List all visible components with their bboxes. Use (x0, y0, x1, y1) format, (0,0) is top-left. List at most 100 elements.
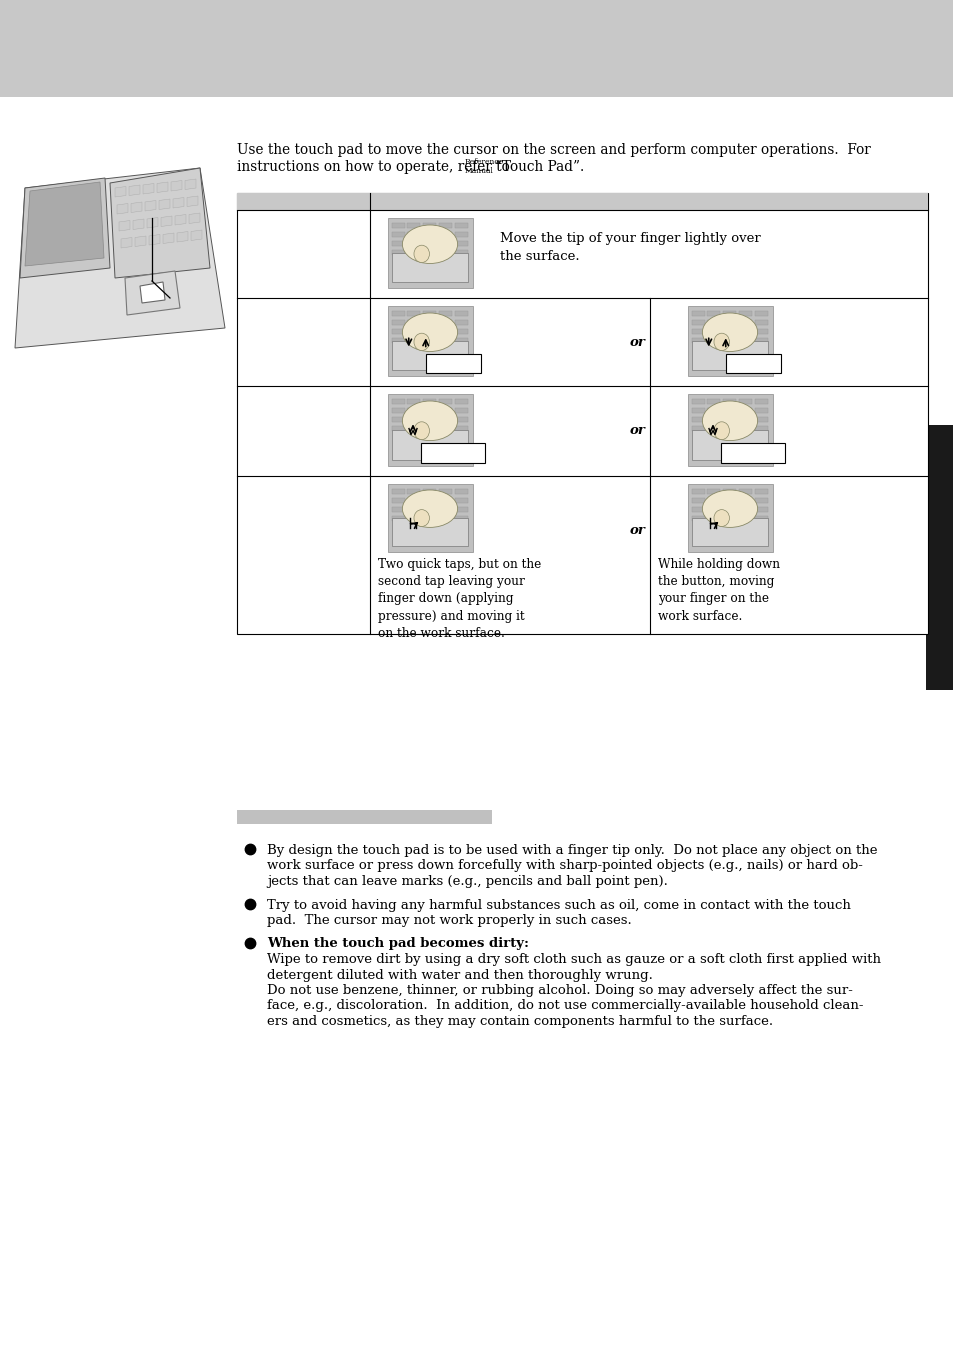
Bar (754, 489, 767, 494)
Bar (706, 320, 720, 326)
Bar (388, 305, 473, 376)
Bar (455, 223, 468, 228)
Bar (691, 399, 704, 404)
Bar (407, 338, 419, 343)
Text: Try to avoid having any harmful substances such as oil, come in contact with the: Try to avoid having any harmful substanc… (267, 898, 850, 912)
Bar (722, 330, 735, 334)
Bar (691, 311, 704, 316)
Bar (739, 516, 751, 521)
Bar (407, 330, 419, 334)
Bar (754, 417, 767, 422)
Ellipse shape (414, 509, 429, 527)
Bar (392, 426, 405, 431)
Polygon shape (135, 236, 146, 246)
Bar (722, 311, 735, 316)
Bar (422, 489, 436, 494)
Text: the surface.: the surface. (499, 250, 579, 263)
Bar (739, 338, 751, 343)
Ellipse shape (713, 422, 729, 439)
Polygon shape (115, 186, 126, 197)
Bar (422, 499, 436, 503)
Bar (392, 240, 405, 246)
Bar (407, 250, 419, 255)
Bar (725, 354, 781, 373)
Polygon shape (119, 220, 130, 231)
Bar (392, 507, 405, 512)
Bar (438, 507, 452, 512)
Bar (438, 426, 452, 431)
Bar (407, 499, 419, 503)
Polygon shape (177, 231, 188, 242)
Bar (691, 320, 704, 326)
Bar (392, 320, 405, 326)
Ellipse shape (414, 422, 429, 439)
Bar (422, 426, 436, 431)
Bar (754, 516, 767, 521)
Text: jects that can leave marks (e.g., pencils and ball point pen).: jects that can leave marks (e.g., pencil… (267, 875, 667, 888)
Bar (687, 394, 772, 466)
Text: Move the tip of your finger lightly over: Move the tip of your finger lightly over (499, 232, 760, 245)
Text: Do not use benzene, thinner, or rubbing alcohol. Doing so may adversely affect t: Do not use benzene, thinner, or rubbing … (267, 984, 852, 997)
Bar (691, 516, 704, 521)
Bar (691, 499, 704, 503)
Bar (392, 223, 405, 228)
Ellipse shape (402, 226, 457, 263)
Polygon shape (143, 184, 153, 195)
Bar (422, 320, 436, 326)
Text: instructions on how to operate, refer to: instructions on how to operate, refer to (236, 159, 509, 174)
Bar (754, 399, 767, 404)
Polygon shape (117, 204, 128, 213)
Polygon shape (132, 219, 144, 230)
Ellipse shape (402, 490, 457, 527)
Bar (438, 417, 452, 422)
Bar (691, 330, 704, 334)
Bar (455, 338, 468, 343)
Bar (691, 426, 704, 431)
Bar (407, 516, 419, 521)
Bar (388, 394, 473, 466)
Bar (455, 320, 468, 326)
Bar (388, 218, 473, 288)
Bar (691, 507, 704, 512)
Ellipse shape (402, 401, 457, 440)
Bar (925, 426, 953, 690)
Bar (407, 507, 419, 512)
Bar (722, 417, 735, 422)
Bar (392, 340, 468, 370)
Bar (407, 223, 419, 228)
Bar (739, 499, 751, 503)
Polygon shape (20, 178, 110, 278)
Bar (722, 320, 735, 326)
Bar (722, 489, 735, 494)
Bar (691, 489, 704, 494)
Bar (722, 516, 735, 521)
Bar (422, 330, 436, 334)
Bar (687, 305, 772, 376)
Text: Reference
Manual: Reference Manual (464, 158, 503, 174)
Bar (706, 499, 720, 503)
Bar (691, 340, 767, 370)
Bar (438, 399, 452, 404)
Bar (455, 330, 468, 334)
Bar (722, 426, 735, 431)
Bar (407, 232, 419, 236)
Ellipse shape (402, 313, 457, 351)
Text: or: or (629, 424, 645, 438)
Bar (421, 443, 485, 463)
Bar (739, 330, 751, 334)
Text: When the touch pad becomes dirty:: When the touch pad becomes dirty: (267, 938, 529, 951)
Bar (691, 338, 704, 343)
Ellipse shape (713, 334, 729, 350)
Text: Wipe to remove dirt by using a dry soft cloth such as gauze or a soft cloth firs: Wipe to remove dirt by using a dry soft … (267, 952, 880, 966)
Bar (422, 417, 436, 422)
Bar (706, 408, 720, 413)
Bar (455, 250, 468, 255)
Bar (392, 499, 405, 503)
Bar (438, 516, 452, 521)
Polygon shape (121, 238, 132, 249)
Bar (706, 516, 720, 521)
Bar (236, 811, 492, 824)
Bar (706, 399, 720, 404)
Bar (392, 250, 405, 255)
Bar (455, 399, 468, 404)
